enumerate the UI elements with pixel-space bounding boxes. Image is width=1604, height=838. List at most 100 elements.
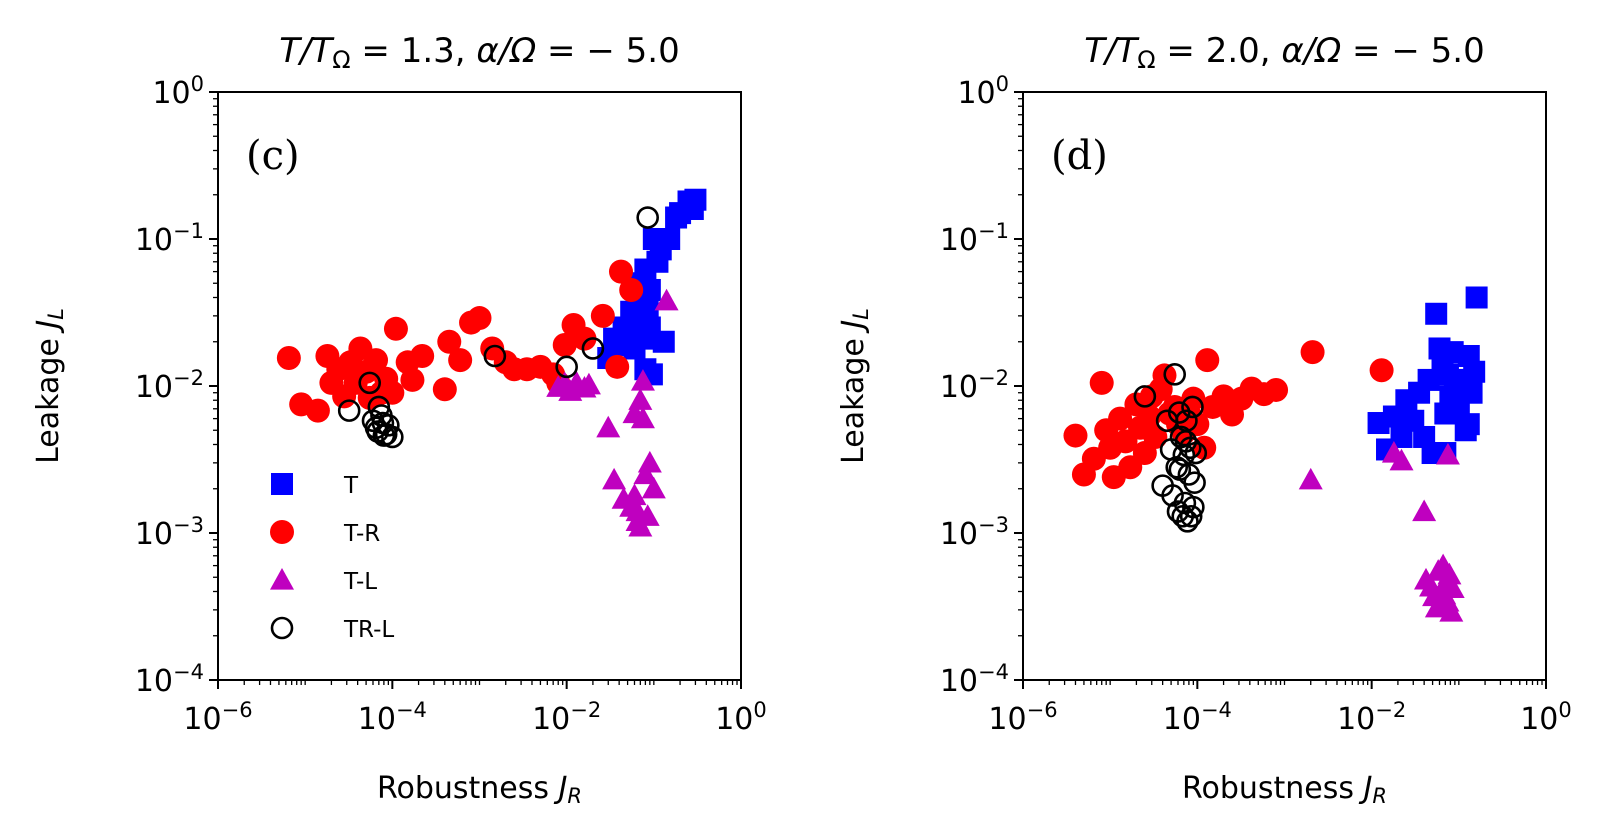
data-point-tr-l	[1176, 510, 1199, 533]
data-point-t-l	[1432, 582, 1457, 605]
x-axis-label: Robustness JR	[1182, 771, 1387, 808]
axes-frame	[217, 91, 742, 681]
data-point-tr-l	[337, 399, 361, 422]
y-axis-label: Leakage JL	[31, 308, 68, 464]
data-point-t-l	[1424, 595, 1449, 618]
data-point-t	[1417, 368, 1440, 391]
data-point-t-l	[628, 514, 653, 537]
series-t-r	[1063, 340, 1394, 490]
y-tick-label: 10−2	[135, 366, 204, 405]
legend-marker-t	[271, 473, 293, 495]
data-point-t-l	[625, 499, 650, 522]
legend-label-t: T	[343, 473, 359, 499]
data-point-t-r	[619, 277, 644, 302]
data-point-t-r	[432, 377, 457, 402]
x-tick-label: 10−2	[1337, 698, 1406, 737]
data-point-t-r	[552, 333, 577, 358]
data-point-t-l	[628, 388, 653, 410]
data-point-t	[1465, 286, 1488, 309]
data-point-t-l	[1389, 448, 1414, 471]
panel-tag: (d)	[1051, 133, 1108, 179]
data-point-tr-l	[1178, 436, 1202, 460]
data-point-t-l	[1412, 499, 1437, 522]
data-point-tr-l	[555, 355, 578, 379]
data-point-t-r	[1369, 358, 1394, 383]
data-point-t-l	[630, 369, 655, 391]
y-tick-label: 100	[152, 72, 204, 111]
data-point-tr-l	[636, 206, 659, 229]
y-tick-label: 10−1	[135, 219, 204, 258]
data-point-t-l	[1437, 562, 1462, 585]
data-point-t-r	[1211, 384, 1236, 409]
x-tick-label: 10−6	[183, 698, 252, 737]
series-t-l	[546, 288, 679, 537]
x-tick-label: 10−6	[988, 698, 1057, 737]
data-point-t-l	[1298, 467, 1323, 490]
data-point-tr-l	[1168, 458, 1192, 481]
x-tick-label: 10−4	[358, 698, 427, 737]
data-point-t-r	[305, 398, 330, 423]
data-point-t	[681, 197, 704, 220]
y-tick-label: 10−3	[940, 513, 1009, 552]
y-tick-label: 10−3	[135, 513, 204, 552]
data-point-t-r	[467, 306, 492, 331]
data-point-t-r	[1264, 377, 1289, 402]
data-point-tr-l	[1179, 504, 1203, 528]
data-point-tr-l	[371, 411, 395, 435]
legend-marker-t-r	[270, 520, 294, 544]
data-point-tr-l	[1167, 401, 1191, 424]
plot-marks	[1063, 286, 1488, 622]
x-axis-label: Robustness JR	[377, 771, 582, 808]
data-point-t-r	[1143, 424, 1168, 449]
data-point-t-r	[383, 316, 408, 341]
data-point-t-l	[641, 476, 666, 499]
legend-marker-t-l	[270, 568, 294, 590]
data-point-tr-l	[581, 337, 605, 360]
data-point-t-r	[410, 343, 435, 368]
data-point-t	[1445, 393, 1468, 416]
data-point-t	[1425, 302, 1448, 325]
data-point-tr-l	[1174, 430, 1198, 453]
data-point-tr-l	[1161, 484, 1184, 507]
x-tick-label: 100	[715, 698, 767, 737]
data-point-t-l	[637, 450, 662, 473]
data-point-t-l	[633, 462, 658, 485]
data-point-t-l	[622, 483, 647, 506]
series-tr-l	[1133, 363, 1208, 533]
series-t-l	[1298, 441, 1465, 622]
data-point-tr-l	[1133, 385, 1157, 408]
data-point-t-r	[437, 329, 462, 354]
data-point-t-l	[596, 415, 621, 438]
y-axis-label: Leakage JL	[836, 308, 873, 464]
data-point-tr-l	[1163, 363, 1187, 386]
data-point-t-l	[654, 288, 679, 311]
data-point-t-r	[1300, 340, 1325, 365]
data-point-t-l	[602, 467, 627, 490]
data-point-t-l	[576, 372, 601, 395]
series-tr-l	[337, 206, 659, 449]
data-point-tr-l	[1182, 495, 1205, 519]
data-point-t	[658, 228, 681, 250]
legend-marker-tr-l	[270, 616, 294, 640]
chart-title: T/TΩ = 1.3, α/Ω = − 5.0	[279, 31, 679, 74]
chart-title: T/TΩ = 2.0, α/Ω = − 5.0	[1084, 31, 1484, 74]
legend: T T-R T-L TR-L	[270, 473, 394, 643]
series-t-r	[276, 259, 644, 423]
data-point-t-r	[590, 303, 615, 328]
data-point-t-r	[572, 326, 597, 351]
legend-label-t-l: T-L	[343, 569, 377, 595]
y-tick-label: 10−4	[135, 660, 204, 699]
y-tick-label: 10−2	[940, 366, 1009, 405]
x-tick-label: 10−4	[1163, 698, 1232, 737]
data-point-tr-l	[358, 371, 382, 395]
data-point-t	[1463, 360, 1486, 383]
data-point-t	[1457, 413, 1480, 436]
data-point-tr-l	[483, 344, 507, 368]
data-point-t-r	[1195, 348, 1220, 373]
y-tick-label: 100	[957, 72, 1009, 111]
data-point-t-r	[1137, 404, 1162, 429]
y-tick-label: 10−4	[940, 660, 1009, 699]
